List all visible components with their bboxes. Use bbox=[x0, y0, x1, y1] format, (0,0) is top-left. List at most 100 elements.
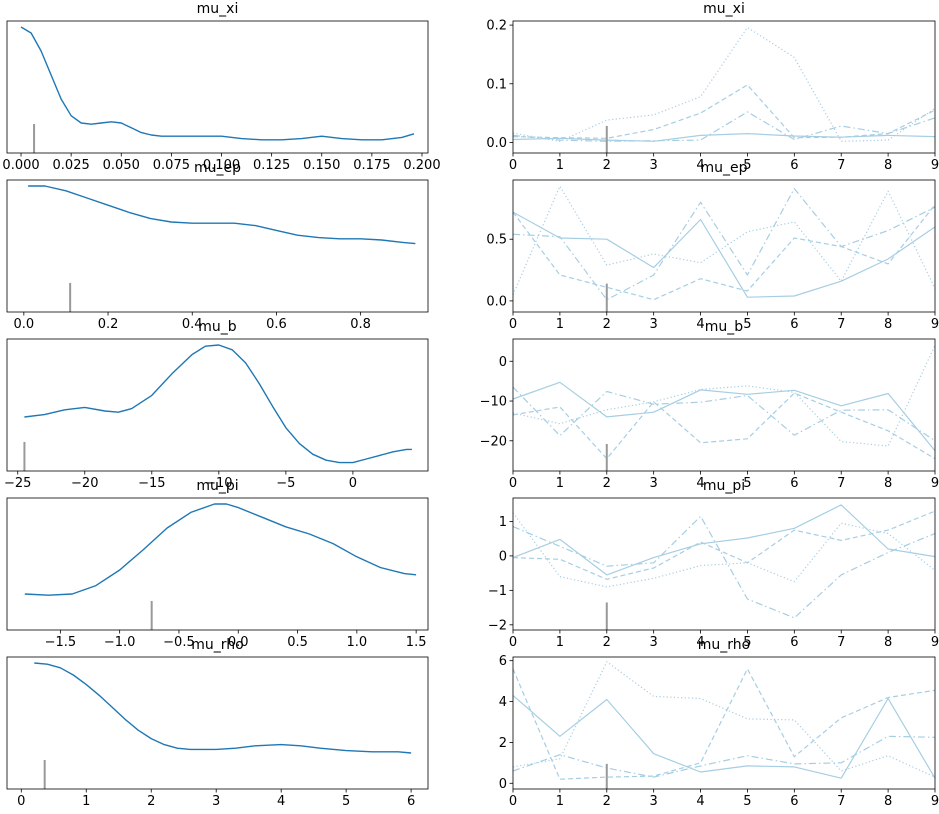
x-tick-label: 5 bbox=[743, 476, 751, 491]
subplot-9: 0 1 2 3 4 5 6 7 8 9 0 2 4 6 mu_rho bbox=[499, 637, 939, 809]
x-tick-label: −10 bbox=[205, 476, 232, 491]
x-tick-label: 6 bbox=[790, 635, 798, 650]
x-tick-label: 0.075 bbox=[153, 158, 190, 173]
x-tick-label: 6 bbox=[790, 317, 798, 332]
axes-frame bbox=[512, 656, 936, 790]
x-tick-label: 2 bbox=[603, 635, 611, 650]
trace-line-solid bbox=[512, 133, 936, 142]
x-tick-label: 0 bbox=[509, 476, 517, 491]
subplot-title: mu_rho bbox=[191, 637, 243, 653]
x-tick-label: 5 bbox=[743, 635, 751, 650]
x-tick-label: 3 bbox=[650, 476, 658, 491]
axes-frame bbox=[512, 338, 936, 472]
x-tick-label: −5 bbox=[276, 476, 295, 491]
trace-line-dashed bbox=[512, 204, 936, 301]
x-tick-label: 5 bbox=[743, 794, 751, 809]
x-tick-label: 0 bbox=[509, 635, 517, 650]
x-tick-label: 3 bbox=[212, 794, 220, 809]
y-tick-label: −20 bbox=[480, 434, 507, 449]
axes-frame bbox=[6, 20, 429, 154]
trace-line-dashed bbox=[512, 392, 936, 460]
density-line bbox=[28, 185, 416, 245]
x-tick-label: 4 bbox=[696, 317, 704, 332]
y-tick-label: 4 bbox=[499, 695, 507, 710]
subplot-8: 0 1 2 3 4 5 6 mu_rho bbox=[6, 637, 429, 809]
x-tick-label: 0.8 bbox=[350, 317, 371, 332]
x-tick-label: −1.0 bbox=[104, 635, 136, 650]
y-tick-label: 2 bbox=[499, 736, 507, 751]
y-tick-label: 0 bbox=[499, 549, 507, 564]
subplot-title: mu_b bbox=[705, 319, 744, 335]
x-tick-label: 1 bbox=[556, 635, 564, 650]
y-tick-label: 0.0 bbox=[486, 294, 507, 309]
x-tick-label: 3 bbox=[650, 158, 658, 173]
x-tick-label: 4 bbox=[696, 158, 704, 173]
subplot-title: mu_pi bbox=[703, 478, 745, 494]
x-tick-label: 7 bbox=[837, 317, 845, 332]
x-tick-label: 2 bbox=[147, 794, 155, 809]
x-tick-label: 7 bbox=[837, 158, 845, 173]
axes-frame bbox=[6, 656, 429, 790]
axes-frame bbox=[6, 338, 429, 472]
x-tick-label: 8 bbox=[884, 158, 892, 173]
x-tick-label: 5 bbox=[342, 794, 350, 809]
x-tick-label: 0.0 bbox=[13, 317, 34, 332]
x-tick-label: 8 bbox=[884, 635, 892, 650]
subplot-title: mu_xi bbox=[703, 1, 745, 17]
x-tick-label: 4 bbox=[696, 794, 704, 809]
x-tick-label: −0.5 bbox=[163, 635, 195, 650]
x-tick-label: −25 bbox=[4, 476, 31, 491]
trace-line-solid bbox=[512, 694, 936, 779]
x-tick-label: 6 bbox=[407, 794, 415, 809]
trace-line-solid bbox=[512, 381, 936, 452]
x-tick-label: 2 bbox=[603, 158, 611, 173]
trace-line-solid bbox=[512, 211, 936, 298]
y-tick-label: 0.1 bbox=[486, 77, 507, 92]
subplot-7: 0 1 2 3 4 5 6 7 8 9 −2 −1 0 1 mu_pi bbox=[488, 478, 939, 650]
x-tick-label: −1.5 bbox=[45, 635, 77, 650]
axes-frame bbox=[6, 497, 429, 631]
x-tick-label: 3 bbox=[650, 317, 658, 332]
subplot-1: 0 1 2 3 4 5 6 7 8 9 0.0 0.1 0.2 mu_xi bbox=[486, 1, 939, 173]
x-tick-label: 9 bbox=[931, 476, 939, 491]
x-tick-label: 2 bbox=[603, 794, 611, 809]
subplot-3: 0 1 2 3 4 5 6 7 8 9 0.0 0.5 mu_ep bbox=[486, 160, 939, 332]
x-tick-label: 1 bbox=[556, 158, 564, 173]
subplot-title: mu_ep bbox=[700, 160, 747, 176]
x-tick-label: 4 bbox=[696, 635, 704, 650]
x-tick-label: 1 bbox=[556, 476, 564, 491]
density-line bbox=[34, 662, 412, 754]
x-tick-label: 2 bbox=[603, 476, 611, 491]
x-tick-label: 8 bbox=[884, 476, 892, 491]
y-tick-label: 0.2 bbox=[486, 19, 507, 34]
x-tick-label: 2 bbox=[603, 317, 611, 332]
x-tick-label: 0.100 bbox=[203, 158, 240, 173]
x-tick-label: 0.150 bbox=[303, 158, 340, 173]
x-tick-label: 7 bbox=[837, 635, 845, 650]
x-tick-label: 0.2 bbox=[98, 317, 119, 332]
x-tick-label: 0.0 bbox=[228, 635, 249, 650]
subplot-title: mu_xi bbox=[197, 1, 239, 17]
x-tick-label: 0.000 bbox=[2, 158, 39, 173]
x-tick-label: 0.5 bbox=[287, 635, 308, 650]
axes-frame bbox=[512, 20, 936, 154]
density-line bbox=[24, 344, 412, 464]
x-tick-label: 5 bbox=[743, 158, 751, 173]
x-tick-label: 5 bbox=[743, 317, 751, 332]
x-tick-label: 6 bbox=[790, 476, 798, 491]
x-tick-label: 4 bbox=[696, 476, 704, 491]
x-tick-label: 1 bbox=[82, 794, 90, 809]
trace-line-dashdot bbox=[512, 386, 936, 442]
x-tick-label: 0.175 bbox=[353, 158, 390, 173]
axes-frame bbox=[6, 179, 429, 313]
x-tick-label: 0.6 bbox=[266, 317, 287, 332]
y-tick-label: −1 bbox=[488, 584, 507, 599]
trace-line-dotted bbox=[512, 26, 936, 142]
y-tick-label: 1 bbox=[499, 515, 507, 530]
x-tick-label: 1.0 bbox=[347, 635, 368, 650]
trace-line-dashed bbox=[512, 510, 936, 580]
trace-line-dashdot bbox=[512, 111, 936, 142]
x-tick-label: 3 bbox=[650, 794, 658, 809]
trace-line-dotted bbox=[512, 512, 936, 588]
trace-line-dotted bbox=[512, 345, 936, 447]
